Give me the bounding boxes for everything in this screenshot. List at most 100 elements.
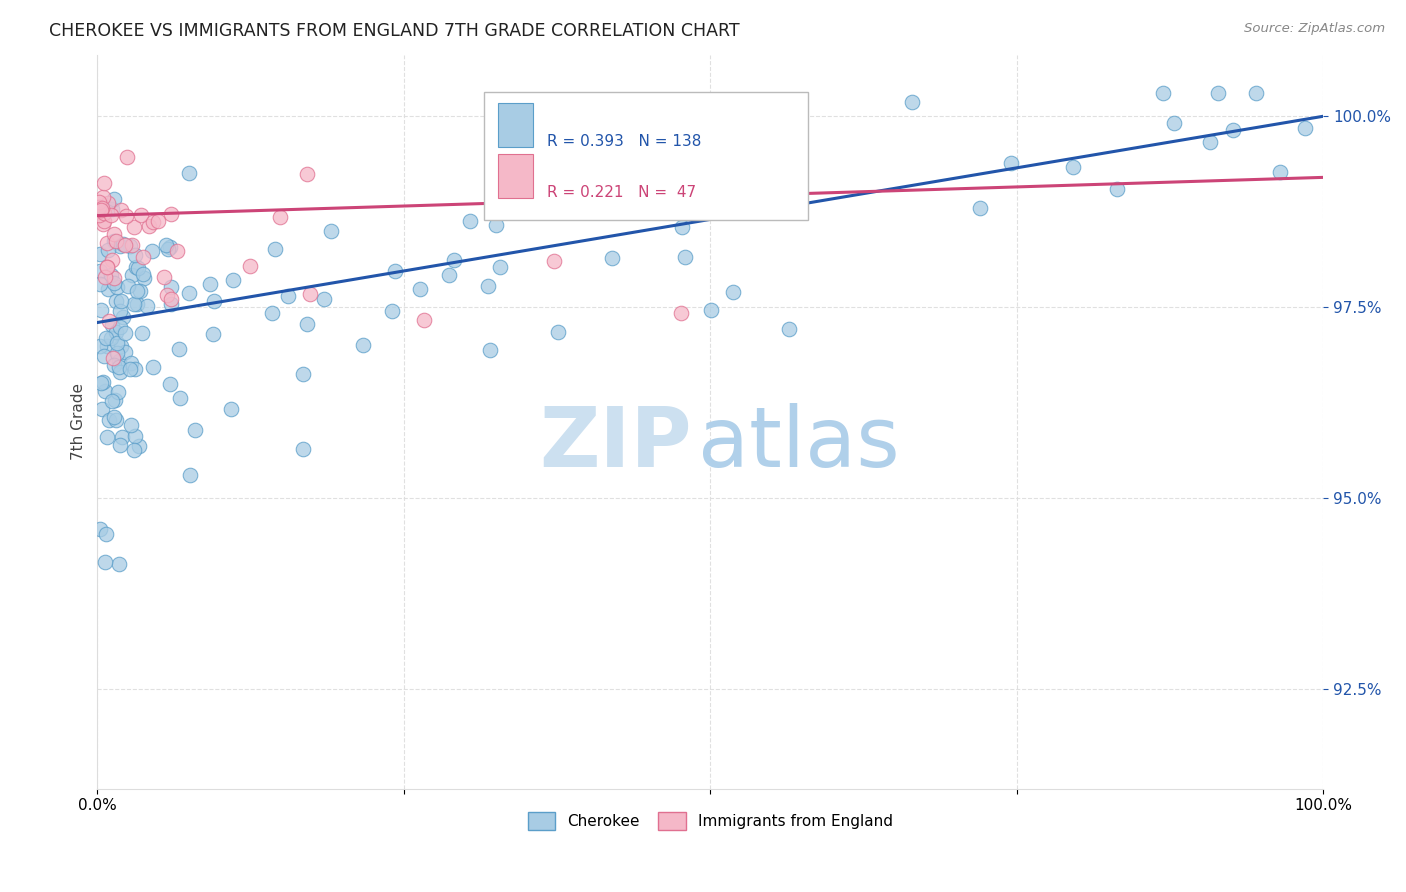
Point (103, 192, 125, 206)
Point (543, 254, 565, 268)
Point (277, 289, 299, 303)
Point (107, 384, 129, 399)
Point (458, 214, 481, 228)
Point (177, 166, 200, 180)
Point (671, 306, 693, 320)
Point (89, 264, 111, 278)
Point (169, 342, 191, 356)
Point (1222, 123, 1244, 137)
Point (103, 235, 125, 249)
Point (159, 292, 181, 306)
Point (108, 360, 131, 375)
Point (96, 260, 118, 275)
Point (159, 239, 181, 253)
Point (1294, 120, 1316, 135)
Point (93, 206, 115, 220)
Point (101, 318, 124, 332)
Point (155, 238, 177, 252)
Point (110, 202, 132, 217)
Point (295, 167, 318, 181)
Point (124, 248, 146, 262)
Point (111, 430, 134, 444)
Point (93, 555, 115, 569)
Point (1246, 87, 1268, 101)
Point (120, 356, 142, 370)
Point (969, 201, 991, 215)
Point (103, 227, 125, 241)
Point (125, 260, 148, 274)
Point (160, 297, 183, 311)
Point (100, 208, 122, 222)
Y-axis label: 7th Grade: 7th Grade (72, 384, 86, 460)
Point (120, 418, 142, 433)
Point (93, 349, 115, 363)
Text: atlas: atlas (697, 403, 900, 484)
Point (107, 354, 129, 368)
Point (105, 280, 128, 294)
Point (505, 155, 527, 169)
Point (152, 270, 174, 285)
Point (124, 429, 146, 443)
Point (721, 285, 744, 299)
Point (97, 196, 120, 211)
Point (89, 277, 111, 292)
Point (443, 252, 465, 267)
Point (120, 362, 142, 376)
Point (124, 362, 146, 376)
Point (108, 365, 131, 379)
Point (702, 186, 724, 201)
Point (201, 327, 224, 342)
Point (264, 243, 287, 257)
Point (1000, 155, 1022, 169)
Point (110, 293, 132, 308)
Point (121, 268, 143, 283)
Point (93, 217, 115, 231)
Point (485, 218, 508, 232)
Point (87, 200, 110, 214)
Point (142, 359, 165, 374)
Legend: Cherokee, Immigrants from England: Cherokee, Immigrants from England (522, 806, 898, 836)
Point (96, 235, 118, 250)
Point (159, 377, 181, 392)
Point (100, 202, 122, 216)
Point (90, 201, 112, 215)
Point (101, 253, 124, 268)
Point (602, 252, 624, 266)
Point (97, 244, 120, 258)
Point (131, 267, 153, 281)
Point (291, 367, 314, 381)
Point (90, 303, 112, 318)
Point (93, 375, 115, 389)
Point (222, 273, 245, 287)
Point (89, 338, 111, 352)
Point (94, 270, 117, 285)
Point (159, 207, 181, 221)
Point (103, 270, 125, 285)
Point (1152, 87, 1174, 101)
Point (380, 304, 402, 318)
Point (1105, 182, 1128, 196)
Point (128, 439, 150, 453)
Point (314, 292, 336, 306)
Point (97, 314, 120, 328)
Point (93, 177, 115, 191)
Point (239, 260, 262, 274)
Point (352, 338, 374, 352)
Point (97, 413, 120, 427)
Point (132, 250, 155, 264)
Point (93, 214, 115, 228)
Point (100, 393, 122, 408)
Point (105, 413, 128, 427)
Point (89, 246, 111, 260)
Point (138, 219, 160, 233)
Point (96, 260, 118, 274)
Point (125, 284, 148, 298)
Point (489, 260, 512, 275)
Point (128, 284, 150, 298)
Point (115, 150, 138, 164)
Point (219, 402, 242, 417)
Point (299, 286, 322, 301)
Point (112, 310, 135, 325)
Point (89, 202, 111, 216)
Text: R = 0.221   N =  47: R = 0.221 N = 47 (547, 185, 696, 200)
